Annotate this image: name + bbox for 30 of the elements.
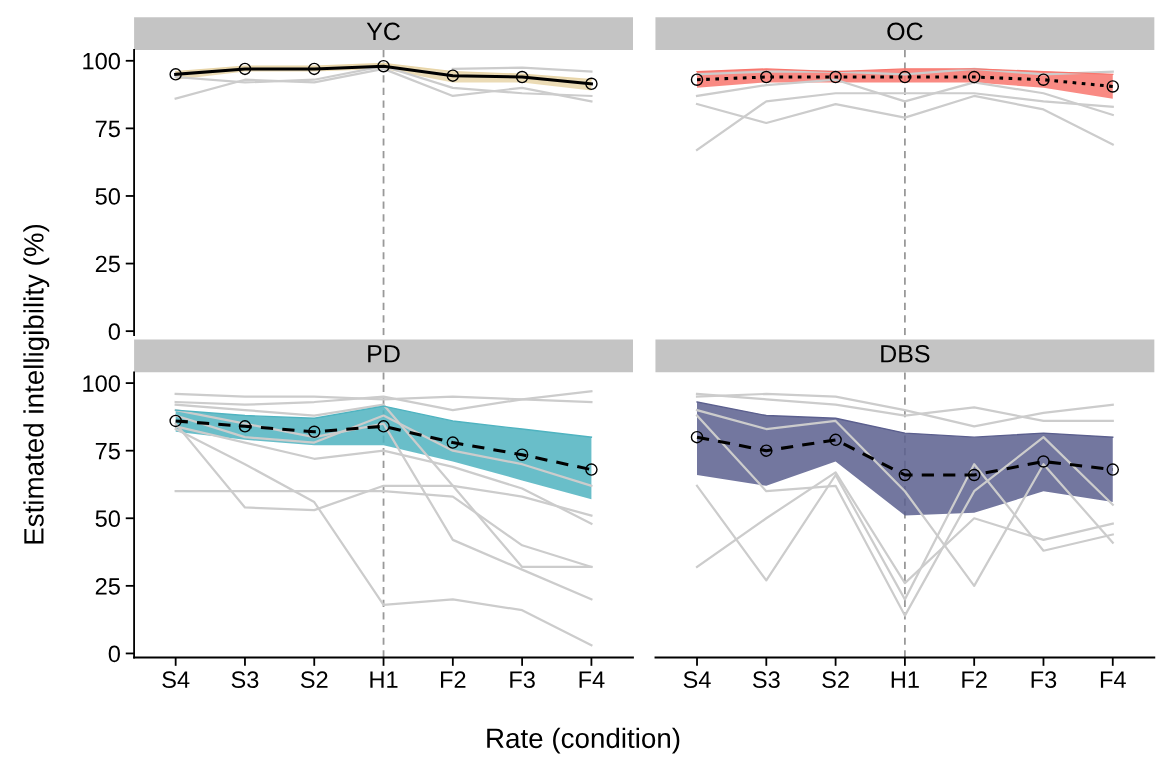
- chart-title: DBS: [881, 344, 930, 363]
- x-tick-label: H1: [370, 671, 398, 688]
- x-tick-label: S2: [822, 671, 849, 689]
- chart-title: PD: [368, 345, 400, 363]
- y-tick-label: 50: [95, 188, 120, 205]
- y-axis-title: Estimated intelligibility (%): [23, 224, 50, 544]
- x-tick-label: S4: [162, 671, 190, 689]
- y-tick-label: 75: [95, 442, 120, 460]
- chart-title: OC: [887, 22, 923, 41]
- y-tick-label: 50: [95, 510, 120, 528]
- y-tick-label: 0: [108, 323, 120, 340]
- y-tick-label: 100: [83, 375, 120, 392]
- x-tick-label: F4: [579, 671, 605, 688]
- x-tick-label: H1: [891, 671, 919, 688]
- y-tick-label: 75: [95, 120, 120, 138]
- x-axis-title: Rate (condition): [487, 727, 680, 754]
- x-tick-label: F3: [510, 671, 535, 689]
- x-tick-label: F2: [962, 671, 987, 688]
- x-tick-label: S4: [683, 671, 711, 689]
- x-tick-label: F3: [1031, 671, 1057, 689]
- x-tick-label: S2: [300, 671, 328, 689]
- y-tick-label: 100: [83, 52, 120, 70]
- chart-title: YC: [366, 22, 400, 41]
- y-tick-label: 0: [108, 645, 120, 663]
- y-tick-label: 25: [95, 577, 120, 595]
- x-tick-label: S3: [752, 671, 780, 689]
- y-tick-label: 25: [95, 255, 120, 273]
- x-tick-label: F2: [440, 671, 466, 688]
- x-tick-label: F4: [1100, 671, 1126, 688]
- x-tick-label: S3: [231, 671, 259, 689]
